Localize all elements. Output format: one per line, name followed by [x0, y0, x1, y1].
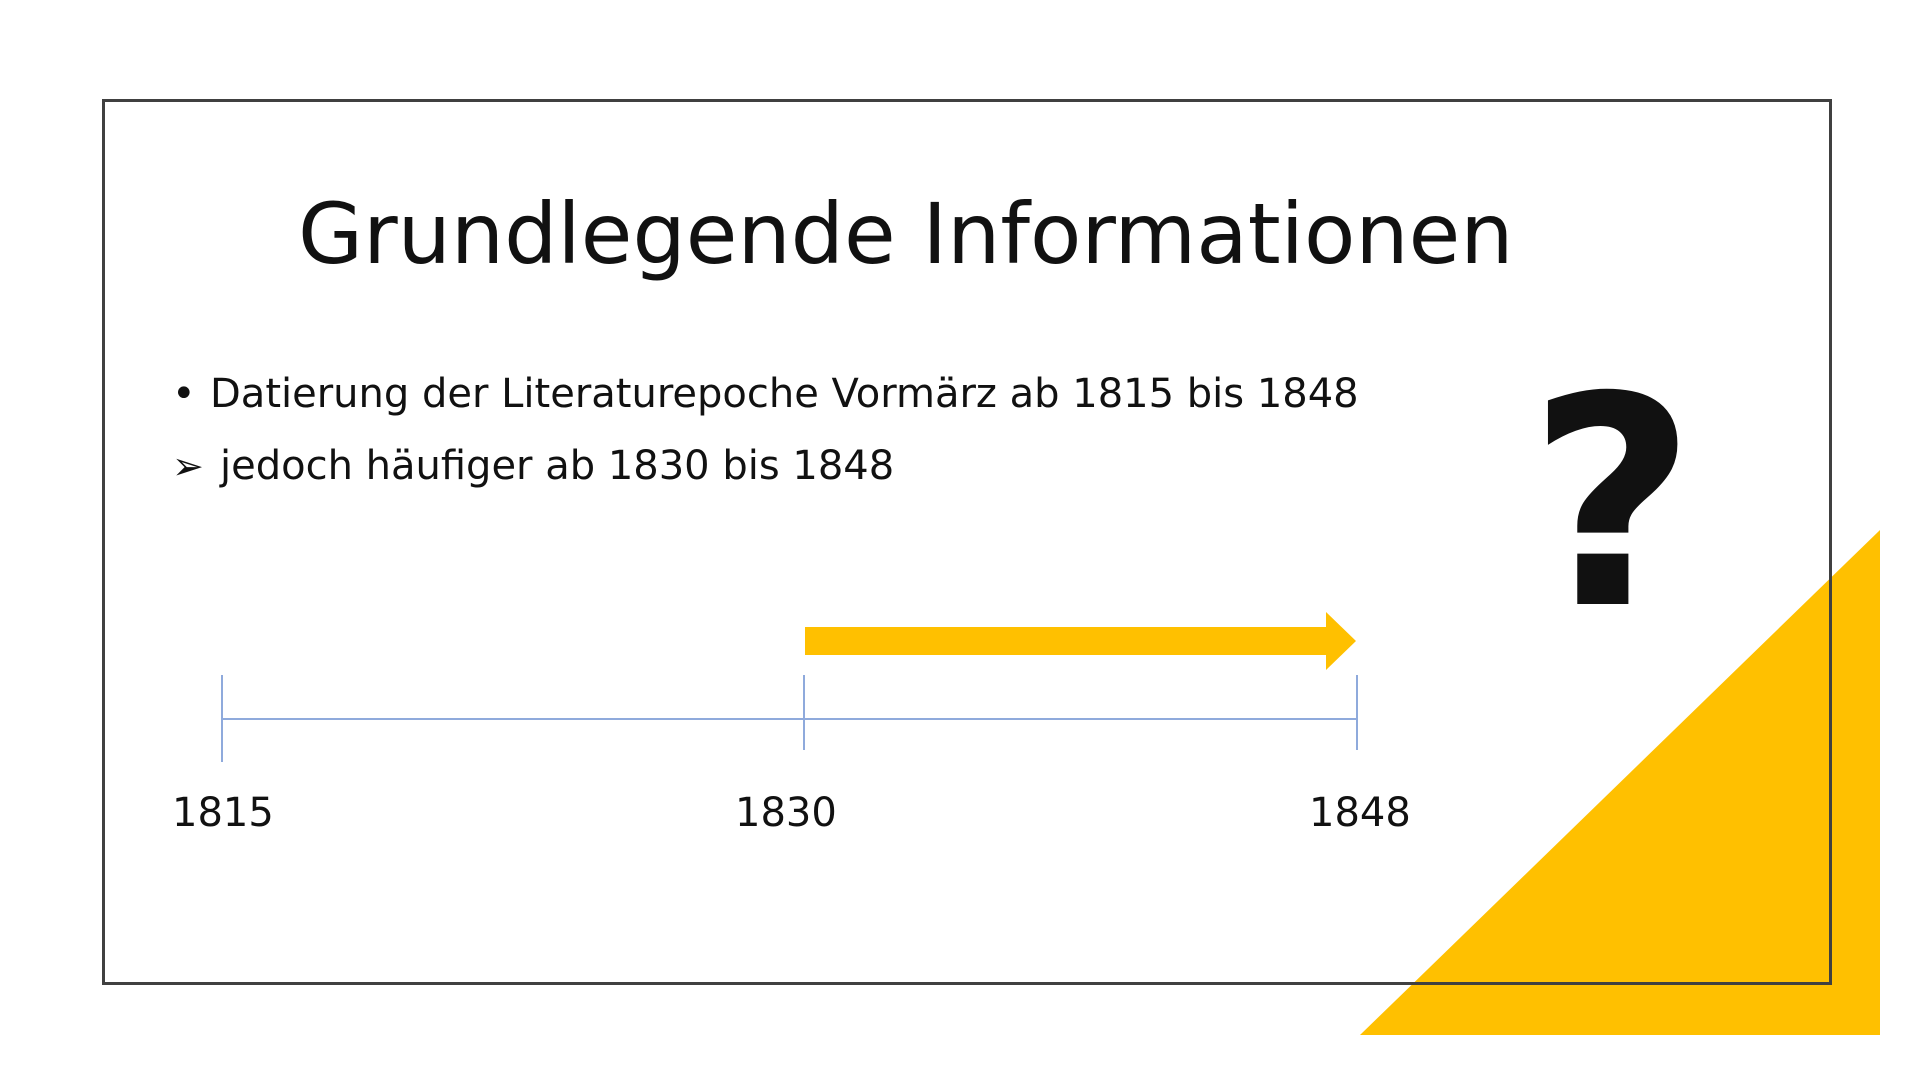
- arrow-bullet-icon: ➢: [172, 444, 204, 488]
- timeline-label-middle: 1830: [735, 790, 837, 836]
- question-mark-icon: ?: [1528, 336, 1697, 673]
- highlight-arrow: [805, 612, 1356, 670]
- slide-title: Grundlegende Informationen: [298, 185, 1514, 283]
- timeline-label-start: 1815: [172, 790, 274, 836]
- slide-frame: [102, 99, 1832, 985]
- bullet-list: • Datierung der Literaturepoche Vormärz …: [172, 358, 1359, 502]
- bullet-dot-icon: •: [172, 371, 196, 417]
- bullet-text: jedoch häufiger ab 1830 bis 1848: [220, 443, 895, 489]
- bullet-item-dating: • Datierung der Literaturepoche Vormärz …: [172, 358, 1359, 430]
- timeline-label-end: 1848: [1309, 790, 1411, 836]
- bullet-text: Datierung der Literaturepoche Vormärz ab…: [210, 371, 1359, 417]
- bullet-item-more-often: ➢ jedoch häufiger ab 1830 bis 1848: [172, 430, 1359, 502]
- corner-triangle: [1360, 530, 1880, 1035]
